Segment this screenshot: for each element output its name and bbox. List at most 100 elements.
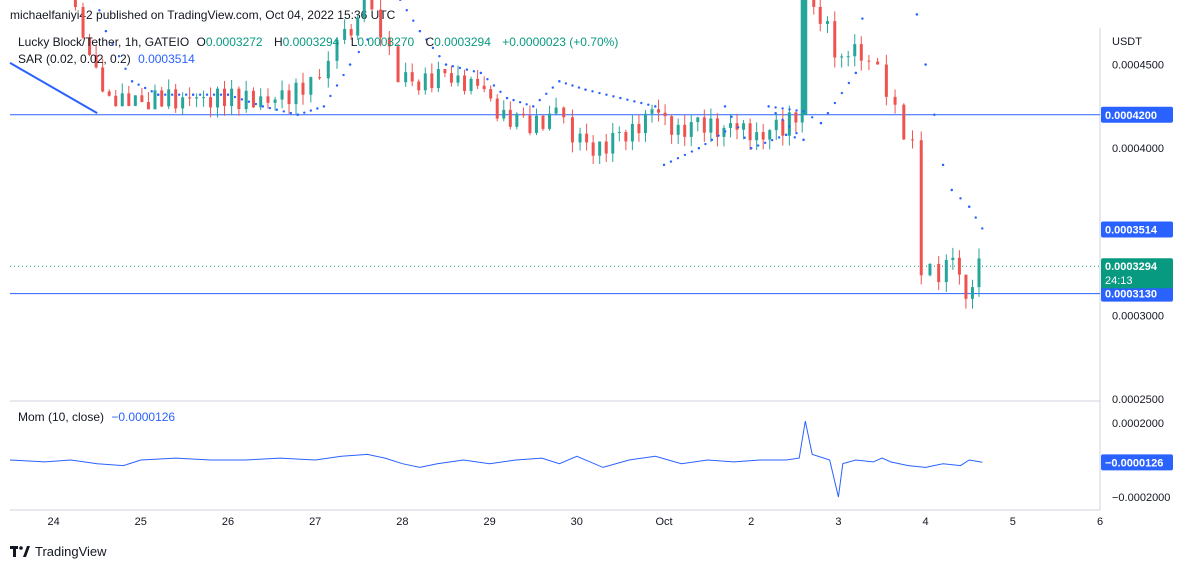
candle-body xyxy=(951,257,955,260)
y-tick-label: 0.0004500 xyxy=(1112,60,1164,72)
legend-open: 0.0003272 xyxy=(205,35,263,49)
sar-dot xyxy=(756,144,760,147)
candle-body xyxy=(911,139,915,141)
sar-dot xyxy=(788,108,791,111)
candle-body xyxy=(469,78,473,91)
mom-y-tick-label: −0.0002000 xyxy=(1112,492,1170,504)
candle-body xyxy=(944,259,948,283)
candle-body xyxy=(379,9,383,38)
sar-dot xyxy=(723,105,727,108)
brand-name: TradingView xyxy=(35,544,107,559)
sar-dot xyxy=(750,147,753,150)
sar-dot xyxy=(662,163,666,167)
sar-dot xyxy=(329,94,332,98)
currency-label: USDT xyxy=(1112,36,1142,48)
sar-dot xyxy=(584,88,587,91)
candle-body xyxy=(318,77,322,79)
sar-dot xyxy=(941,163,945,167)
countdown-label: 24:13 xyxy=(1105,275,1133,287)
candle-body xyxy=(957,257,961,275)
candle-body xyxy=(489,89,493,99)
mom-value-label: −0.0000126 xyxy=(1105,457,1163,469)
candle-body xyxy=(167,89,171,107)
candle-body xyxy=(859,44,863,61)
sar-label[interactable]: SAR (0.02, 0.02, 0.2) xyxy=(18,52,131,66)
sar-dot xyxy=(261,105,265,108)
sar-dot xyxy=(405,9,408,12)
sar-dot xyxy=(545,92,548,96)
sar-dot xyxy=(164,93,167,96)
sar-dot xyxy=(137,83,140,86)
sar-dot xyxy=(959,197,962,200)
tradingview-logo[interactable]: TradingView xyxy=(10,544,107,559)
candle-body xyxy=(266,96,270,103)
candle-body xyxy=(202,97,206,99)
sar-dot xyxy=(226,93,230,96)
candle-body xyxy=(301,82,305,95)
candle-body xyxy=(663,112,667,117)
sar-dot xyxy=(335,84,339,87)
sar-dot xyxy=(254,102,258,106)
mom-label[interactable]: Mom (10, close) xyxy=(18,410,105,424)
sar-dot xyxy=(676,157,680,160)
candles-group xyxy=(73,0,981,309)
candle-body xyxy=(853,44,857,57)
candle-body xyxy=(396,46,400,83)
current-price-tag xyxy=(1101,258,1173,289)
sar-dot xyxy=(342,73,345,77)
candle-body xyxy=(81,7,85,38)
publisher-note: michaelfaniyi42 published on TradingView… xyxy=(10,8,396,22)
legend-close: 0.0003294 xyxy=(434,35,491,49)
sar-dot xyxy=(296,113,299,116)
legend-symbol[interactable]: Lucky Block/Tether, 1h, GATEIO xyxy=(18,35,190,49)
sar-dot xyxy=(788,125,791,128)
candle-body xyxy=(876,61,880,65)
sar-dot xyxy=(268,106,272,110)
sar-dot xyxy=(219,93,223,96)
sar-dot xyxy=(505,96,509,100)
sar-dot xyxy=(781,107,784,110)
sar-dot xyxy=(763,141,767,145)
sar-dot xyxy=(532,105,535,108)
sar-dot xyxy=(933,113,936,116)
sar-dot xyxy=(924,63,927,66)
candle-body xyxy=(800,0,804,123)
mom-value: −0.0000126 xyxy=(111,410,176,424)
current-price-label: 0.0003294 xyxy=(1105,261,1158,273)
sar-dot xyxy=(793,136,796,139)
candle-body xyxy=(977,258,981,288)
candle-body xyxy=(387,37,391,47)
candle-body xyxy=(683,124,687,137)
sar-dot xyxy=(826,111,830,115)
candle-body xyxy=(611,132,615,154)
candle-body xyxy=(482,85,486,90)
sar-dot xyxy=(598,91,601,95)
candle-body xyxy=(742,123,746,130)
candle-body xyxy=(624,132,628,142)
sar-dot xyxy=(191,93,195,96)
sar-price-tag xyxy=(1101,221,1173,238)
mom-y-tick-label: 0.0002000 xyxy=(1112,418,1164,430)
sar-dot xyxy=(418,29,422,33)
sar-legend: SAR (0.02, 0.02, 0.2) 0.0003514 xyxy=(18,52,199,66)
candle-body xyxy=(650,109,654,114)
x-tick-label: 26 xyxy=(222,516,234,528)
candle-body xyxy=(826,21,829,24)
candle-body xyxy=(794,112,798,123)
candle-body xyxy=(356,17,360,36)
x-tick-label: Oct xyxy=(655,516,672,528)
candle-body xyxy=(223,88,227,107)
candle-body xyxy=(153,90,157,110)
candle-body xyxy=(443,69,447,74)
candle-body xyxy=(449,73,453,83)
candle-body xyxy=(370,0,374,10)
candle-body xyxy=(195,97,199,99)
y-tick-label: 0.0003000 xyxy=(1112,310,1164,322)
sar-dot xyxy=(819,121,823,125)
sar-dot xyxy=(619,96,622,100)
sar-dot xyxy=(861,17,864,20)
legend-c-label: C xyxy=(425,35,435,49)
candle-body xyxy=(181,97,185,109)
candle-body xyxy=(818,6,822,24)
